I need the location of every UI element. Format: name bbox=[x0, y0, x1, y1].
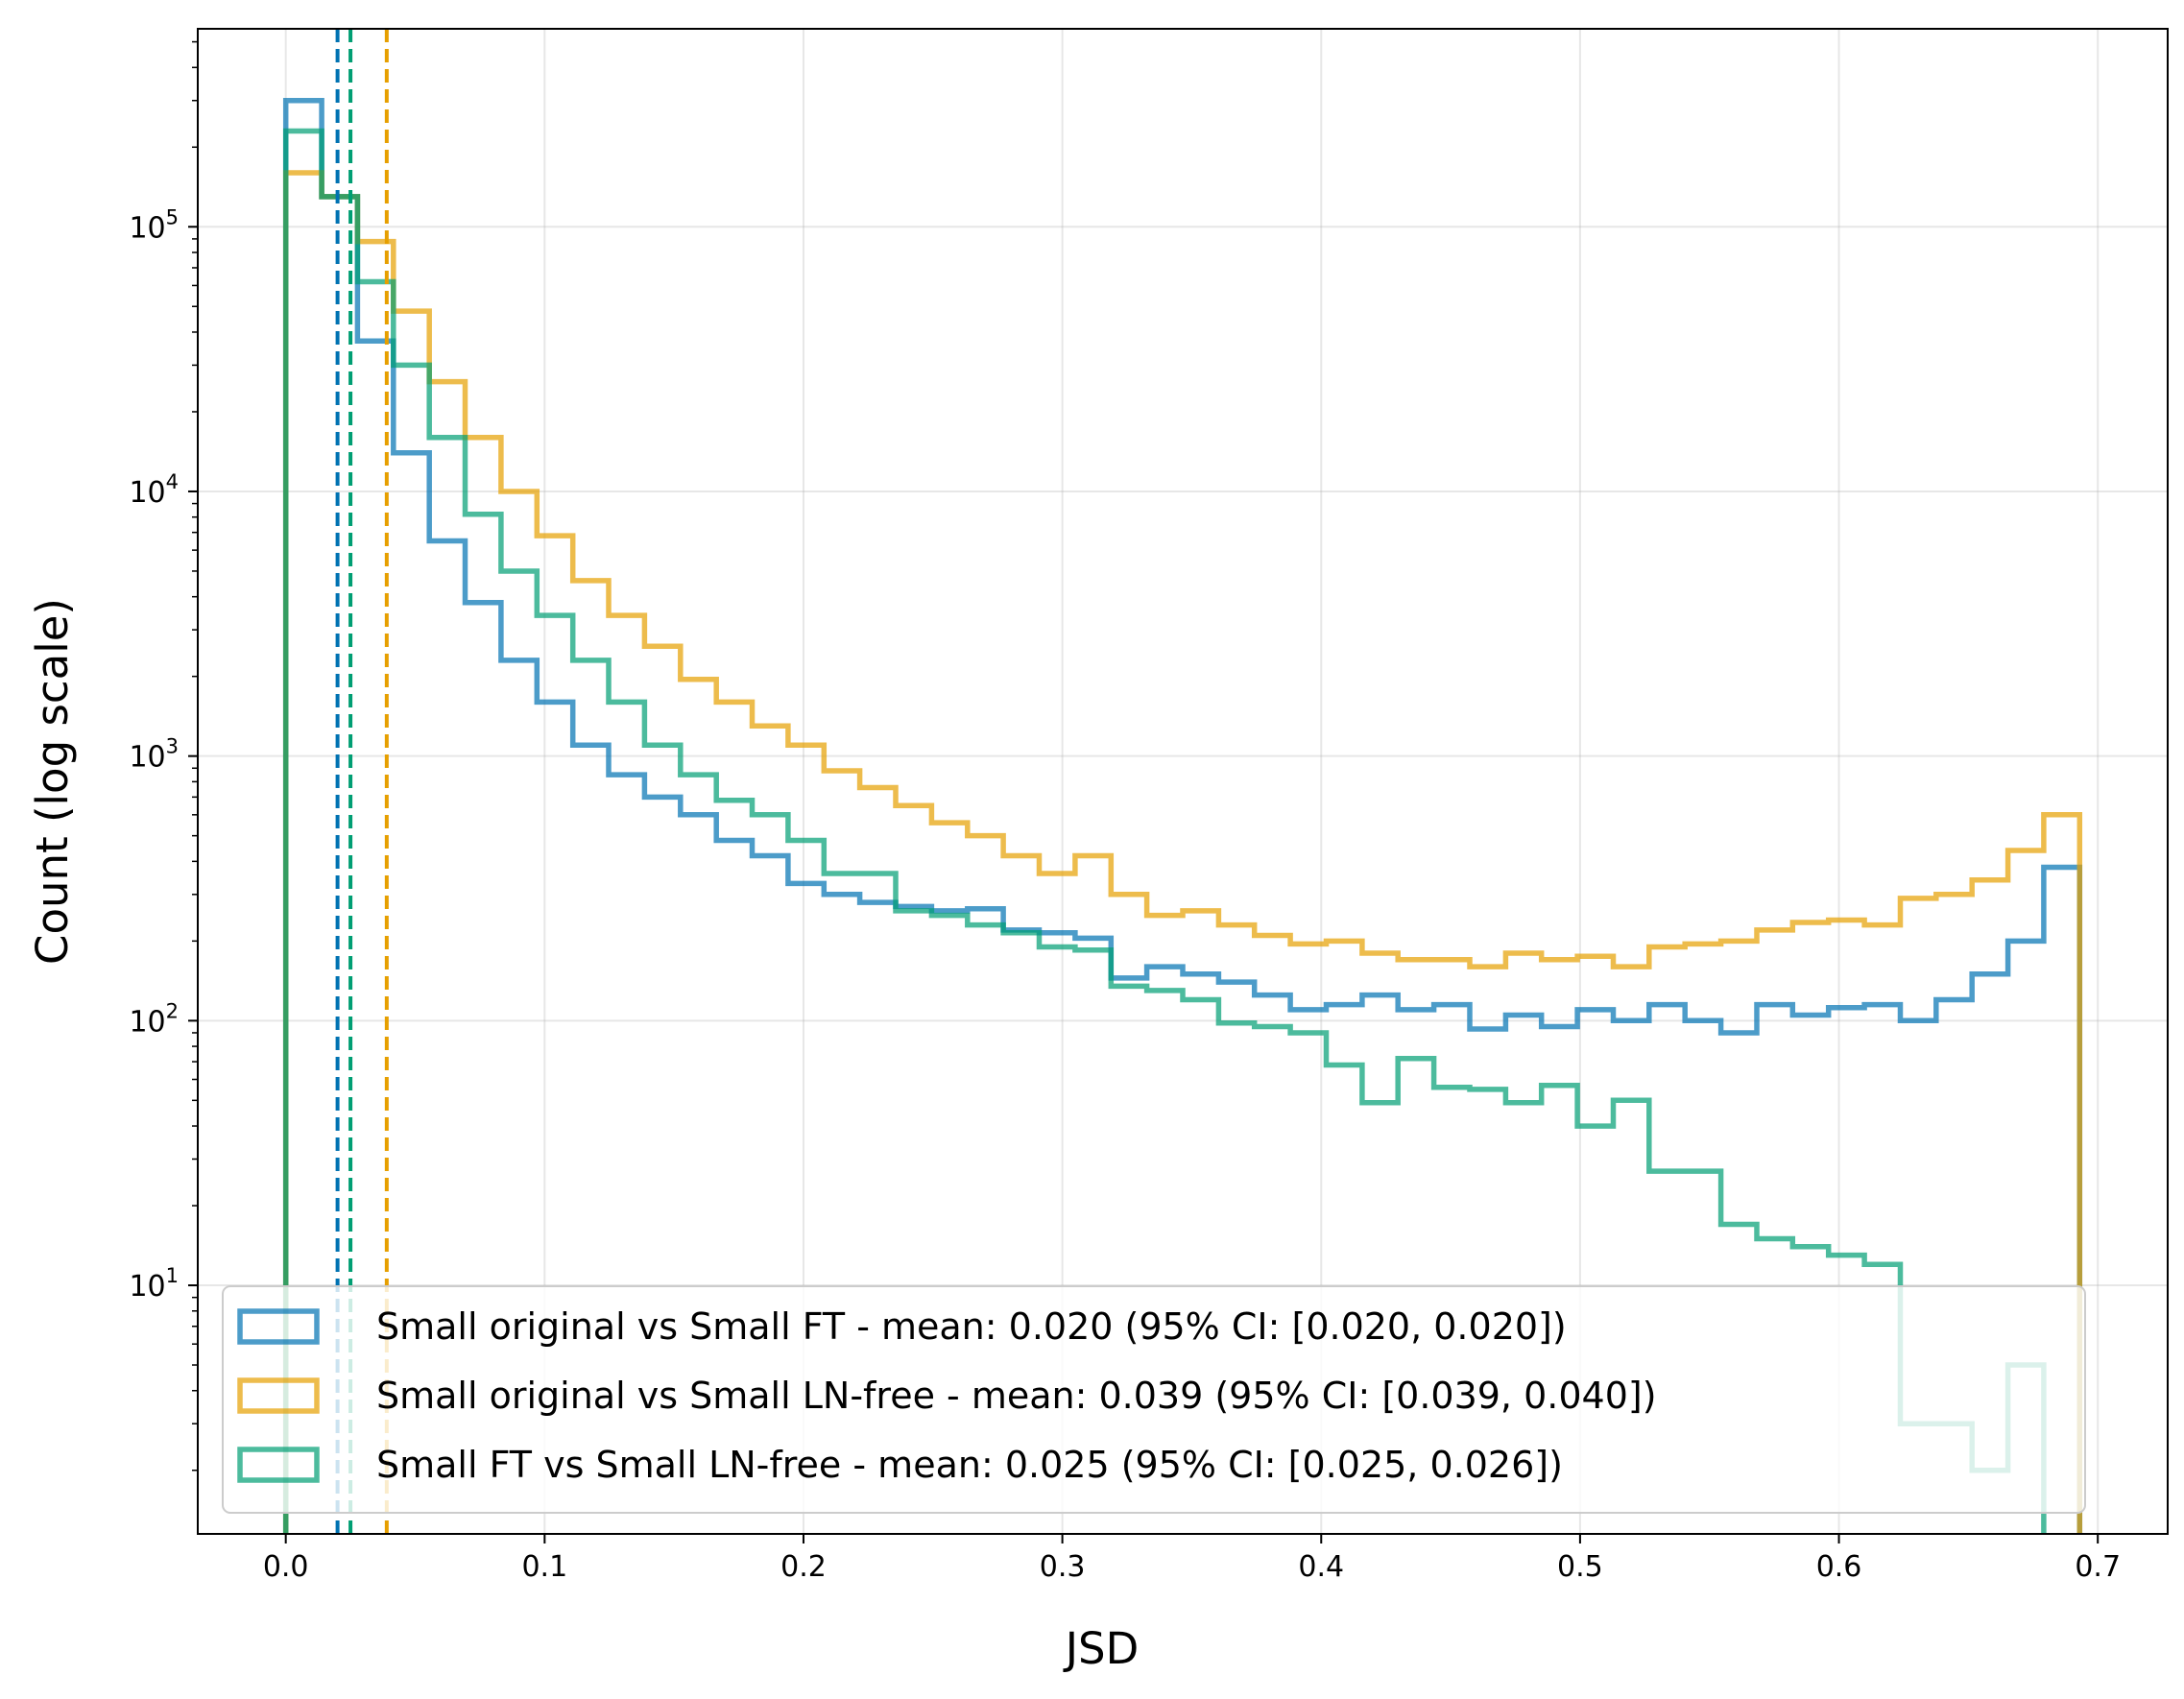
x-tick-label: 0.0 bbox=[263, 1550, 309, 1584]
y-tick-label: 105 bbox=[129, 205, 179, 245]
y-tick-label: 102 bbox=[129, 999, 179, 1039]
legend: Small original vs Small FT - mean: 0.020… bbox=[222, 1285, 2086, 1514]
x-axis: 0.0 0.1 0.2 0.3 0.4 0.5 0.6 0.7 bbox=[263, 1534, 2121, 1584]
x-tick-label: 0.1 bbox=[521, 1550, 567, 1584]
x-tick-label: 0.4 bbox=[1298, 1550, 1344, 1584]
legend-entry-label: Small original vs Small FT - mean: 0.020… bbox=[376, 1305, 1567, 1348]
y-tick-label: 103 bbox=[129, 735, 179, 775]
histogram-step-line bbox=[282, 97, 2083, 1534]
y-tick-label: 101 bbox=[129, 1264, 179, 1304]
x-tick-label: 0.2 bbox=[780, 1550, 827, 1584]
x-tick-label: 0.3 bbox=[1040, 1550, 1086, 1584]
y-axis-label: Count (log scale) bbox=[27, 598, 78, 965]
x-tick-label: 0.7 bbox=[2075, 1550, 2121, 1584]
legend-entry-label: Small FT vs Small LN-free - mean: 0.025 … bbox=[376, 1444, 1563, 1486]
legend-box bbox=[222, 1285, 2086, 1514]
legend-swatch bbox=[237, 1447, 320, 1483]
y-axis: 101 102 103 104 105 bbox=[129, 40, 198, 1472]
x-tick-label: 0.5 bbox=[1557, 1550, 1603, 1584]
legend-swatch bbox=[237, 1308, 320, 1345]
x-axis-label: JSD bbox=[1063, 1623, 1140, 1674]
grid bbox=[198, 29, 2168, 1534]
x-tick-label: 0.6 bbox=[1816, 1550, 1862, 1584]
histogram-series bbox=[282, 97, 2083, 1534]
mean-lines bbox=[335, 29, 389, 1534]
histogram-step-line bbox=[282, 170, 2083, 1534]
y-tick-label: 104 bbox=[129, 470, 179, 510]
histogram-step-line bbox=[282, 128, 2047, 1534]
plot-background bbox=[198, 29, 2168, 1534]
legend-swatch bbox=[237, 1377, 320, 1414]
legend-entry-label: Small original vs Small LN-free - mean: … bbox=[376, 1375, 1657, 1417]
